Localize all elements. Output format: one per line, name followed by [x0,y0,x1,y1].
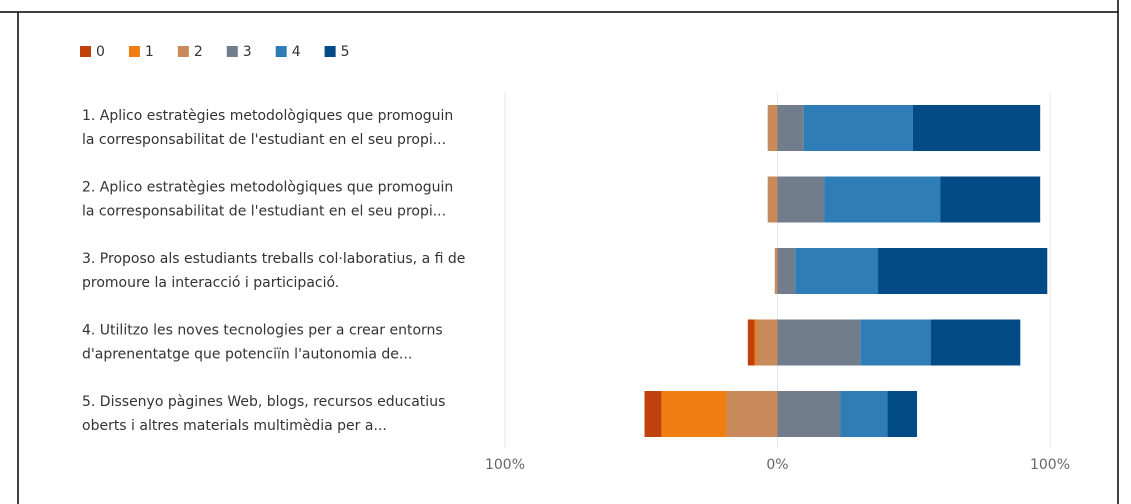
legend-swatch [177,46,189,57]
bar-segment [754,319,757,366]
category-label: 4. Utilitzo les noves tecnologies per a … [82,323,443,339]
category-label: oberts i altres materials multimèdia per… [82,418,387,434]
category-label: 3. Proposo als estudiants treballs col·l… [82,251,465,267]
legend-swatch [226,46,238,57]
bar-segment [726,391,778,437]
bar-segment [747,319,755,366]
bar-segment [795,248,879,294]
legend-label: 1 [145,44,154,60]
bar-segment [777,105,804,151]
legend-label: 3 [243,44,252,60]
category-label: la corresponsabilitat de l'estudiant en … [82,132,446,148]
legend-swatch [128,46,140,57]
legend-swatch [275,46,287,57]
category-label: 1. Aplico estratègies metodològiques que… [82,108,453,124]
bar-segment [774,248,778,294]
bar-segment [930,319,1021,366]
legend-label: 5 [341,44,350,60]
bar-segment [644,391,662,437]
category-label: la corresponsabilitat de l'estudiant en … [82,204,446,220]
x-tick-label: 0% [766,457,788,473]
category-label: promoure la interacció i participació. [82,275,339,291]
category-label: d'aprenentatge que potenciïn l'autonomia… [82,347,412,363]
legend-swatch [80,46,91,57]
legend-label: 2 [194,44,203,60]
bar-segment [777,176,825,223]
legend-label: 0 [96,44,105,60]
bar-segment [860,319,931,366]
bar-segment [777,319,861,366]
x-tick-label: 100% [485,457,525,473]
bar-segment [824,176,941,223]
bar-segment [777,391,841,437]
x-tick-label: 100% [1030,457,1070,473]
bar-segment [912,105,1041,151]
bar-segment [940,176,1041,223]
bar-segment [767,105,778,151]
category-label: 5. Dissenyo pàgines Web, blogs, recursos… [82,394,445,410]
bar-segment [840,391,888,437]
category-label: 2. Aplico estratègies metodològiques que… [82,180,453,196]
bar-segment [777,248,796,294]
bar-segment [887,391,918,437]
bar-segment [767,176,778,223]
bar-segment [661,391,727,437]
bar-segment [756,319,778,366]
legend-label: 4 [292,44,301,60]
legend-swatch [324,46,336,57]
bar-segment [878,248,1048,294]
bar-segment [803,105,913,151]
